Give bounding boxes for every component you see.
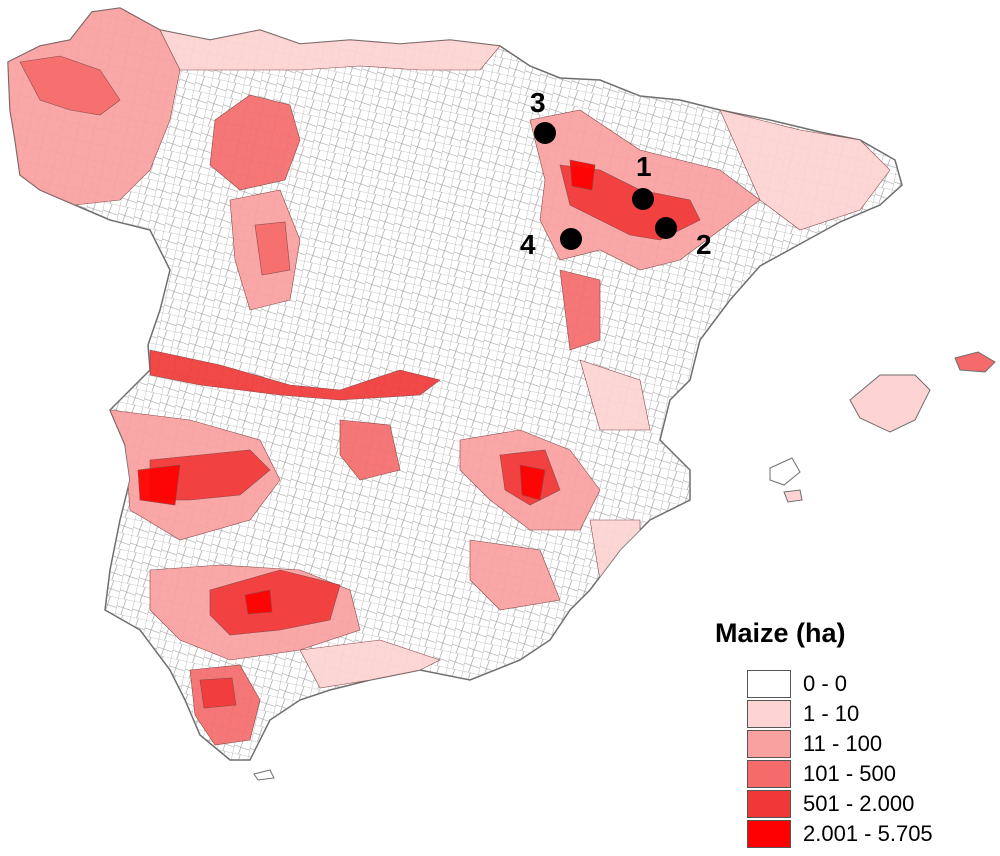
legend-item: 0 - 0 xyxy=(747,670,987,698)
region-mancha-west xyxy=(339,419,401,481)
legend-swatch xyxy=(747,730,791,758)
legend-label: 0 - 0 xyxy=(803,671,848,696)
region-leon xyxy=(209,94,301,191)
region-ebro-south xyxy=(559,269,601,351)
region-teruel xyxy=(579,359,651,431)
site-label-3: 3 xyxy=(530,87,546,118)
region-catalonia xyxy=(719,109,891,231)
legend-title: Maize (ha) xyxy=(715,618,846,648)
legend-label: 501 - 2.000 xyxy=(803,791,915,816)
region-extremadura-peak xyxy=(137,464,181,506)
region-tagus xyxy=(149,349,441,401)
site-marker-1 xyxy=(632,188,654,210)
region-galicia-core xyxy=(19,55,121,116)
formentera xyxy=(783,489,803,503)
legend-swatch xyxy=(747,670,791,698)
legend-label: 11 - 100 xyxy=(803,731,883,756)
legend-item: 101 - 500 xyxy=(747,760,987,788)
site-markers xyxy=(534,122,677,250)
region-albacete xyxy=(469,539,561,611)
legend-item: 501 - 2.000 xyxy=(747,790,987,818)
legend-item: 2.001 - 5.705 xyxy=(747,820,987,848)
legend: Maize (ha) 0 - 0 1 - 10 11 - 100 101 - 5… xyxy=(715,618,985,848)
site-label-2: 2 xyxy=(696,229,712,260)
ceuta xyxy=(253,769,275,781)
region-cadiz-core xyxy=(199,677,237,709)
site-marker-2 xyxy=(655,217,677,239)
mallorca xyxy=(849,374,931,433)
site-marker-3 xyxy=(534,122,556,144)
legend-label: 2.001 - 5.705 xyxy=(803,821,933,846)
balearic-islands xyxy=(769,351,996,503)
region-duero-core xyxy=(254,221,291,276)
legend-swatch xyxy=(747,760,791,788)
region-guadalquivir-core xyxy=(209,569,341,636)
region-guadalquivir-peak xyxy=(244,589,273,615)
site-label-1: 1 xyxy=(636,151,652,182)
region-cantabria xyxy=(159,29,501,71)
legend-label: 101 - 500 xyxy=(803,761,896,786)
legend-item: 11 - 100 xyxy=(747,730,987,758)
region-mancha-peak xyxy=(519,464,546,501)
region-granada xyxy=(299,639,441,689)
legend-swatch xyxy=(747,820,791,848)
region-ebro-peak xyxy=(569,159,596,191)
site-label-4: 4 xyxy=(520,229,536,260)
legend-label: 1 - 10 xyxy=(803,701,860,726)
menorca xyxy=(954,351,996,373)
legend-swatch xyxy=(747,790,791,818)
legend-item: 1 - 10 xyxy=(747,700,987,728)
site-marker-4 xyxy=(560,228,582,250)
ibiza xyxy=(769,457,801,486)
legend-swatch xyxy=(747,700,791,728)
